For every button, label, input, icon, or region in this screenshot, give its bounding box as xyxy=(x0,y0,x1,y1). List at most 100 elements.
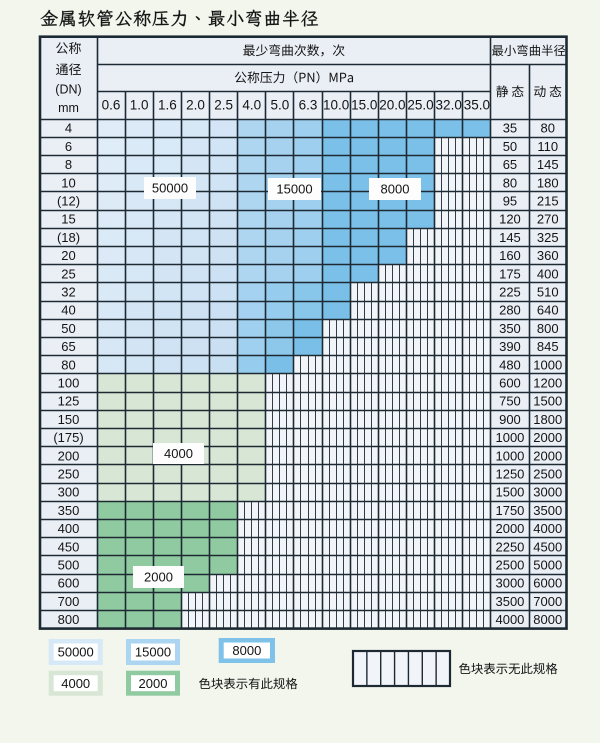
svg-text:800: 800 xyxy=(537,321,559,336)
svg-text:400: 400 xyxy=(58,521,80,536)
svg-text:215: 215 xyxy=(537,193,559,208)
svg-text:750: 750 xyxy=(499,394,521,409)
svg-text:4000: 4000 xyxy=(495,612,524,627)
svg-text:3000: 3000 xyxy=(495,576,524,591)
svg-text:3000: 3000 xyxy=(533,485,562,500)
svg-text:8000: 8000 xyxy=(381,182,410,197)
svg-text:2250: 2250 xyxy=(495,539,524,554)
svg-text:32.0: 32.0 xyxy=(436,98,462,113)
svg-text:80: 80 xyxy=(61,357,75,372)
svg-text:500: 500 xyxy=(58,557,80,572)
svg-text:25.0: 25.0 xyxy=(407,98,433,113)
svg-text:50000: 50000 xyxy=(152,181,188,196)
svg-text:mm: mm xyxy=(58,101,79,115)
svg-text:100: 100 xyxy=(58,375,80,390)
svg-text:700: 700 xyxy=(58,594,80,609)
svg-text:510: 510 xyxy=(537,284,559,299)
svg-text:4: 4 xyxy=(65,121,72,136)
svg-text:1500: 1500 xyxy=(533,394,562,409)
svg-text:8000: 8000 xyxy=(533,612,562,627)
svg-text:640: 640 xyxy=(537,303,559,318)
svg-text:80: 80 xyxy=(503,175,517,190)
svg-text:800: 800 xyxy=(58,612,80,627)
svg-text:8000: 8000 xyxy=(232,643,261,658)
svg-text:0.6: 0.6 xyxy=(102,98,121,113)
svg-text:65: 65 xyxy=(61,339,75,354)
svg-text:845: 845 xyxy=(537,339,559,354)
svg-text:600: 600 xyxy=(58,576,80,591)
svg-text:1000: 1000 xyxy=(495,448,524,463)
svg-text:15: 15 xyxy=(61,212,75,227)
svg-text:15000: 15000 xyxy=(135,645,171,660)
svg-text:(12): (12) xyxy=(57,193,80,208)
svg-text:5000: 5000 xyxy=(533,557,562,572)
svg-text:120: 120 xyxy=(499,212,521,227)
svg-text:400: 400 xyxy=(537,266,559,281)
svg-text:6: 6 xyxy=(65,139,72,154)
svg-text:4000: 4000 xyxy=(164,446,193,461)
svg-text:1250: 1250 xyxy=(495,466,524,481)
svg-text:95: 95 xyxy=(503,193,517,208)
svg-text:250: 250 xyxy=(58,466,80,481)
svg-text:2000: 2000 xyxy=(533,430,562,445)
svg-text:1750: 1750 xyxy=(495,503,524,518)
svg-text:2.5: 2.5 xyxy=(214,98,233,113)
svg-text:15.0: 15.0 xyxy=(351,98,377,113)
svg-text:3500: 3500 xyxy=(533,503,562,518)
svg-text:110: 110 xyxy=(537,139,558,154)
svg-text:10: 10 xyxy=(61,175,75,190)
svg-text:150: 150 xyxy=(58,412,80,427)
svg-text:450: 450 xyxy=(58,539,80,554)
svg-text:4.0: 4.0 xyxy=(242,98,261,113)
svg-text:180: 180 xyxy=(537,175,559,190)
svg-text:65: 65 xyxy=(503,157,517,172)
svg-text:280: 280 xyxy=(499,303,521,318)
svg-text:2500: 2500 xyxy=(533,466,562,481)
svg-text:50: 50 xyxy=(61,321,75,336)
svg-text:50: 50 xyxy=(503,139,517,154)
svg-text:200: 200 xyxy=(58,448,80,463)
svg-text:7000: 7000 xyxy=(533,594,562,609)
svg-text:1.6: 1.6 xyxy=(158,98,177,113)
svg-text:4000: 4000 xyxy=(61,676,90,691)
svg-text:6000: 6000 xyxy=(533,576,562,591)
svg-text:4500: 4500 xyxy=(533,539,562,554)
svg-text:80: 80 xyxy=(541,121,555,136)
svg-text:2000: 2000 xyxy=(533,448,562,463)
svg-text:1500: 1500 xyxy=(495,485,524,500)
svg-text:32: 32 xyxy=(61,284,75,299)
svg-text:2000: 2000 xyxy=(144,570,173,585)
svg-text:15000: 15000 xyxy=(276,182,312,197)
svg-text:5.0: 5.0 xyxy=(270,98,289,113)
svg-text:270: 270 xyxy=(537,212,559,227)
svg-text:390: 390 xyxy=(499,339,521,354)
svg-text:225: 225 xyxy=(499,284,521,299)
svg-text:35.0: 35.0 xyxy=(464,98,490,113)
svg-text:20.0: 20.0 xyxy=(379,98,405,113)
svg-text:(18): (18) xyxy=(57,230,80,245)
svg-text:(DN): (DN) xyxy=(55,82,81,96)
svg-text:8: 8 xyxy=(65,157,72,172)
svg-text:2000: 2000 xyxy=(139,676,168,691)
svg-text:3500: 3500 xyxy=(495,594,524,609)
svg-text:600: 600 xyxy=(499,375,521,390)
svg-text:900: 900 xyxy=(499,412,521,427)
svg-text:10.0: 10.0 xyxy=(323,98,349,113)
svg-text:160: 160 xyxy=(499,248,521,263)
svg-text:125: 125 xyxy=(58,394,80,409)
svg-text:350: 350 xyxy=(499,321,521,336)
svg-text:2.0: 2.0 xyxy=(186,98,205,113)
svg-text:145: 145 xyxy=(499,230,521,245)
svg-text:6.3: 6.3 xyxy=(299,98,318,113)
svg-text:4000: 4000 xyxy=(533,521,562,536)
svg-text:300: 300 xyxy=(58,485,80,500)
svg-text:175: 175 xyxy=(499,266,521,281)
svg-text:360: 360 xyxy=(537,248,559,263)
svg-text:25: 25 xyxy=(61,266,75,281)
svg-text:350: 350 xyxy=(58,503,80,518)
svg-text:2500: 2500 xyxy=(495,557,524,572)
svg-text:1000: 1000 xyxy=(495,430,524,445)
svg-text:1800: 1800 xyxy=(533,412,562,427)
svg-text:35: 35 xyxy=(503,121,517,136)
svg-text:325: 325 xyxy=(537,230,559,245)
